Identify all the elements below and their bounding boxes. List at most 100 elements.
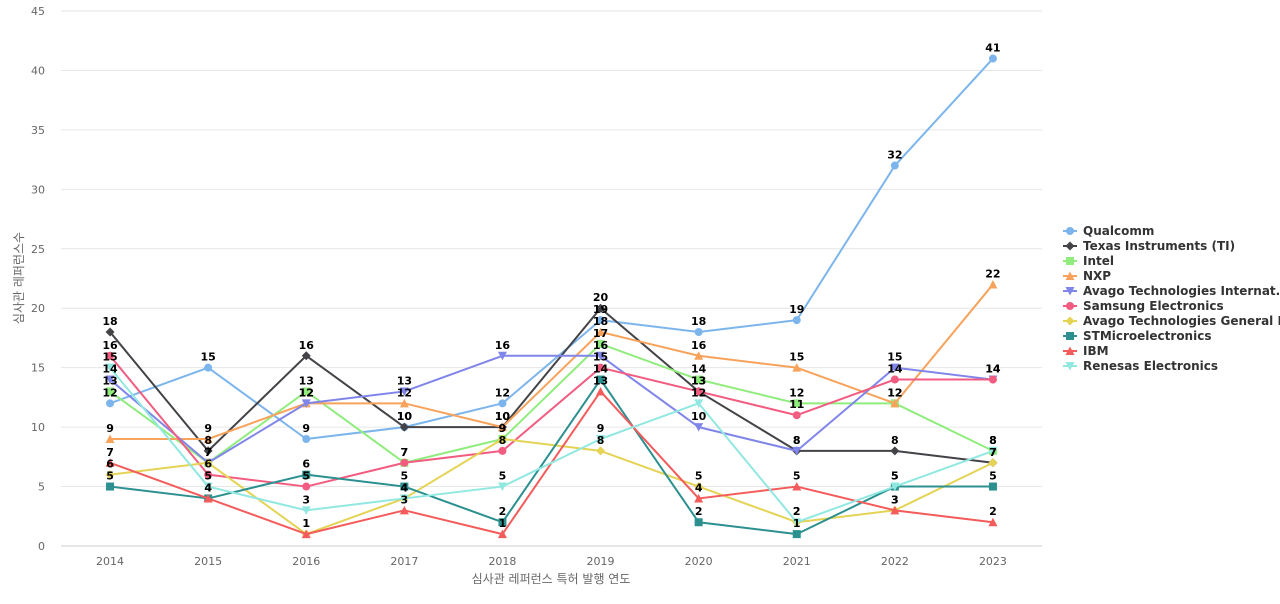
data-point[interactable]	[890, 482, 900, 492]
data-point[interactable]	[105, 375, 115, 385]
data-point[interactable]	[596, 351, 606, 361]
legend-marker[interactable]	[1066, 332, 1074, 340]
data-point[interactable]	[203, 493, 213, 503]
legend-label[interactable]: Avago Technologies General IP	[1083, 314, 1280, 328]
data-point[interactable]	[497, 422, 507, 432]
data-point[interactable]	[890, 446, 900, 456]
data-point[interactable]	[302, 387, 311, 396]
legend-item[interactable]: Avago Technologies General IP	[1063, 314, 1280, 328]
legend-item[interactable]: NXP	[1063, 269, 1111, 283]
legend-marker[interactable]	[1066, 302, 1074, 310]
series-3[interactable]	[105, 279, 998, 444]
data-point[interactable]	[694, 399, 704, 408]
data-point[interactable]	[596, 446, 606, 456]
data-point[interactable]	[792, 446, 802, 456]
series-9[interactable]	[105, 363, 998, 527]
data-point[interactable]	[399, 387, 409, 396]
legend-item[interactable]: Texas Instruments (TI)	[1063, 239, 1235, 253]
data-point[interactable]	[596, 339, 605, 348]
legend-marker[interactable]	[1066, 227, 1074, 235]
legend-item[interactable]: STMicroelectronics	[1063, 329, 1211, 343]
legend-label[interactable]: NXP	[1083, 269, 1111, 283]
legend-label[interactable]: Avago Technologies Internat...	[1083, 284, 1280, 298]
data-point[interactable]	[792, 518, 802, 527]
data-point[interactable]	[792, 316, 801, 325]
legend-item[interactable]: Renesas Electronics	[1063, 359, 1218, 373]
legend-item[interactable]: IBM	[1063, 344, 1109, 358]
series-line[interactable]	[109, 354, 994, 464]
data-point[interactable]	[105, 363, 115, 373]
series-line[interactable]	[109, 378, 993, 536]
legend-label[interactable]: Texas Instruments (TI)	[1083, 239, 1235, 253]
data-point[interactable]	[105, 327, 115, 337]
data-point[interactable]	[302, 470, 311, 479]
data-point[interactable]	[890, 375, 899, 384]
data-point[interactable]	[400, 458, 409, 467]
series-line[interactable]	[109, 367, 994, 524]
data-point[interactable]	[694, 482, 704, 492]
series-line[interactable]	[109, 307, 994, 464]
data-point[interactable]	[399, 494, 409, 503]
data-point[interactable]	[792, 530, 801, 539]
data-point[interactable]	[498, 446, 507, 455]
data-point[interactable]	[988, 482, 997, 491]
legend-label[interactable]: STMicroelectronics	[1083, 329, 1211, 343]
data-point[interactable]	[106, 482, 115, 491]
data-point[interactable]	[497, 529, 507, 539]
data-point[interactable]	[106, 351, 115, 360]
data-point[interactable]	[497, 434, 507, 444]
data-point[interactable]	[988, 375, 997, 384]
legend-item[interactable]: Samsung Electronics	[1063, 299, 1224, 313]
data-point[interactable]	[792, 482, 802, 491]
legend-marker[interactable]	[1065, 346, 1075, 356]
legend-item[interactable]: Intel	[1063, 254, 1114, 268]
data-point[interactable]	[596, 316, 605, 325]
legend-item[interactable]: Avago Technologies Internat...	[1063, 284, 1280, 298]
legend-label[interactable]: Qualcomm	[1083, 224, 1154, 238]
data-point[interactable]	[890, 398, 900, 408]
data-point[interactable]	[988, 458, 998, 468]
data-point[interactable]	[106, 399, 115, 408]
series-line[interactable]	[109, 342, 994, 464]
data-point[interactable]	[399, 505, 409, 515]
data-point[interactable]	[596, 303, 606, 313]
data-point[interactable]	[988, 279, 998, 289]
data-point[interactable]	[498, 518, 507, 527]
series-line[interactable]	[110, 283, 994, 440]
data-point[interactable]	[498, 399, 507, 408]
data-point[interactable]	[204, 363, 213, 372]
data-point[interactable]	[694, 351, 704, 360]
legend-label[interactable]: Samsung Electronics	[1083, 299, 1224, 313]
data-point[interactable]	[792, 411, 801, 420]
data-point[interactable]	[596, 375, 605, 384]
data-point[interactable]	[106, 387, 115, 396]
data-point[interactable]	[890, 363, 900, 373]
series-line[interactable]	[109, 355, 993, 488]
data-point[interactable]	[988, 54, 997, 63]
data-point[interactable]	[890, 505, 900, 515]
legend-marker[interactable]	[1065, 362, 1075, 371]
data-point[interactable]	[399, 422, 409, 432]
data-point[interactable]	[596, 363, 605, 372]
data-point[interactable]	[400, 482, 409, 491]
data-point[interactable]	[105, 434, 115, 444]
data-point[interactable]	[399, 398, 409, 408]
legend-label[interactable]: Renesas Electronics	[1083, 359, 1218, 373]
data-point[interactable]	[497, 482, 507, 492]
data-point[interactable]	[988, 446, 998, 456]
legend-marker[interactable]	[1066, 257, 1074, 265]
data-point[interactable]	[302, 435, 311, 443]
data-point[interactable]	[694, 387, 703, 396]
data-point[interactable]	[694, 493, 704, 503]
legend-label[interactable]: IBM	[1083, 344, 1109, 358]
data-point[interactable]	[694, 518, 703, 527]
data-point[interactable]	[105, 458, 115, 467]
data-point[interactable]	[203, 434, 213, 444]
legend-marker[interactable]	[1065, 287, 1075, 296]
data-point[interactable]	[596, 386, 606, 396]
data-point[interactable]	[301, 529, 311, 539]
legend-marker[interactable]	[1065, 241, 1075, 251]
legend-label[interactable]: Intel	[1083, 254, 1114, 268]
data-point[interactable]	[596, 435, 606, 444]
